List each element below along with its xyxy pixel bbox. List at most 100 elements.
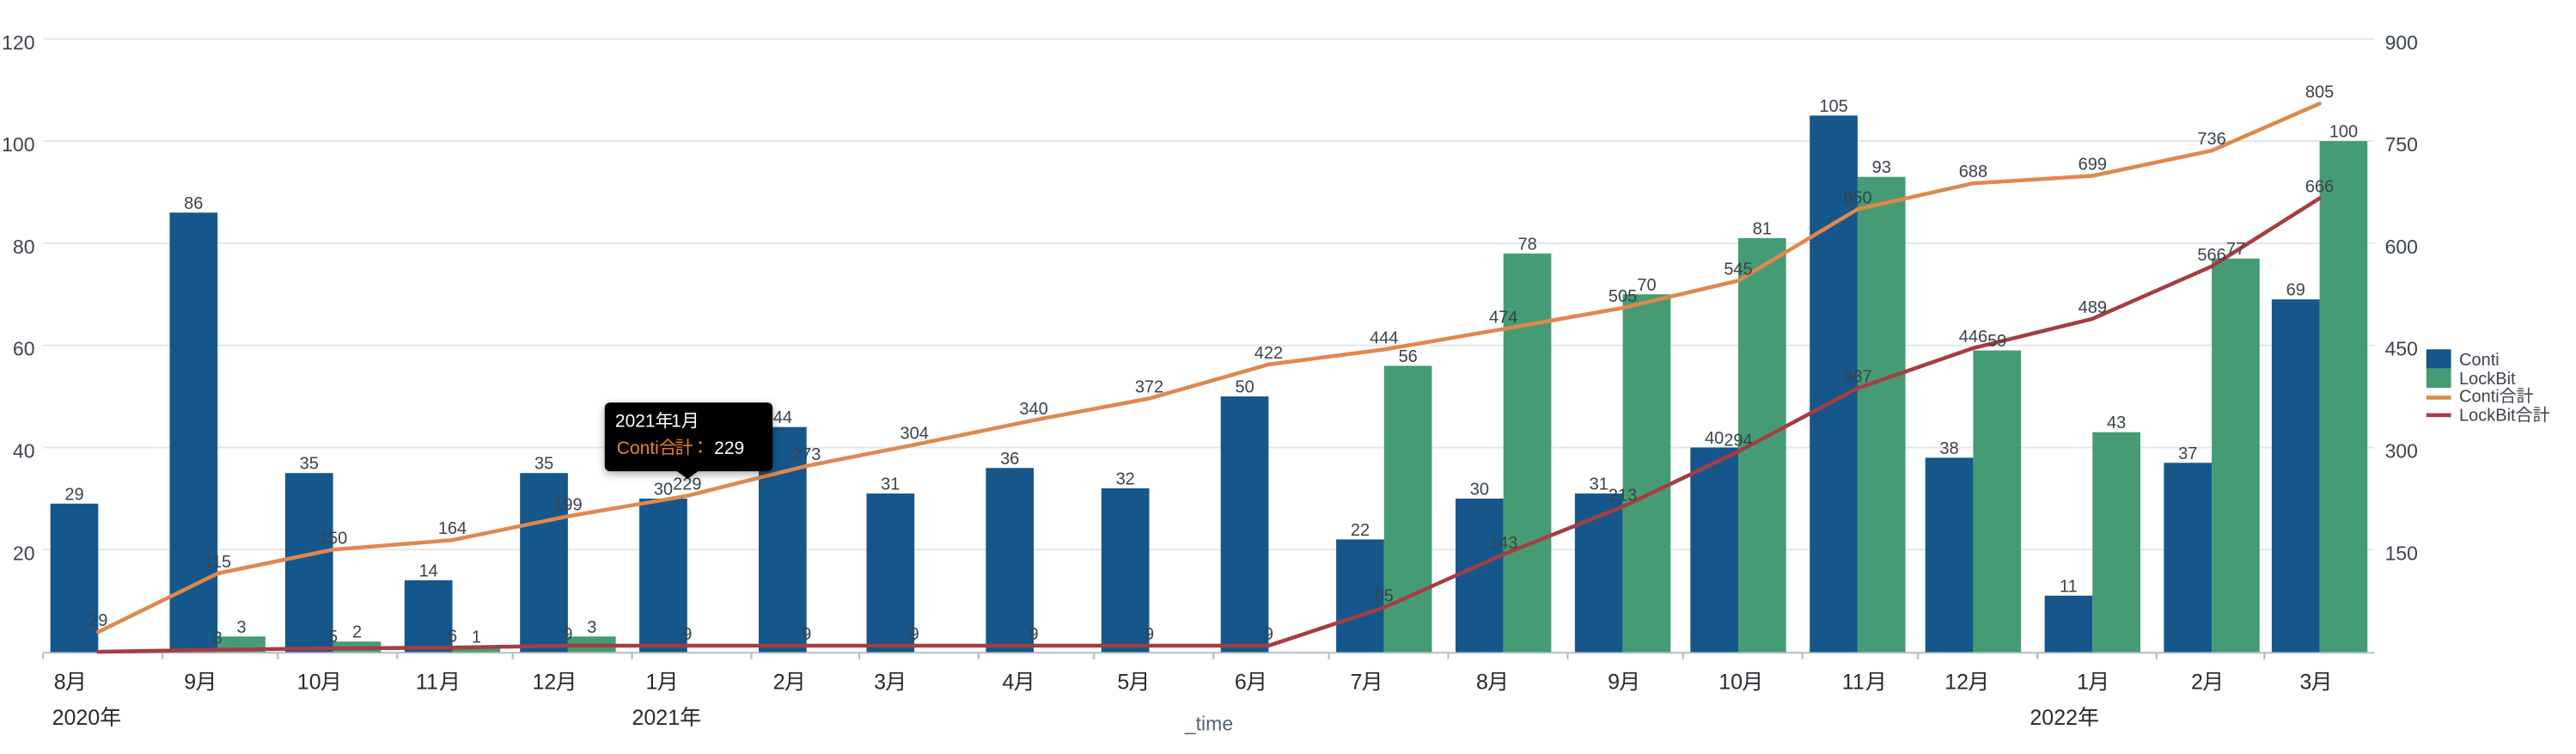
svg-text:56: 56 <box>1399 347 1418 366</box>
svg-text:32: 32 <box>1116 470 1135 489</box>
svg-text:2021: 2021 <box>632 706 681 730</box>
svg-text:105: 105 <box>1819 97 1847 116</box>
svg-text:229: 229 <box>673 475 701 494</box>
svg-text:9: 9 <box>910 625 919 644</box>
svg-text:LockBit: LockBit <box>2459 407 2516 426</box>
svg-text:2020: 2020 <box>52 706 101 730</box>
svg-text:666: 666 <box>2305 178 2334 197</box>
svg-text:44: 44 <box>773 408 792 427</box>
svg-text:294: 294 <box>1724 431 1752 450</box>
svg-text:9: 9 <box>1264 625 1273 644</box>
svg-text:2022: 2022 <box>2030 706 2078 730</box>
svg-text:11: 11 <box>1842 671 1865 695</box>
svg-text:22: 22 <box>1351 521 1370 540</box>
svg-text:2021: 2021 <box>615 412 656 432</box>
svg-text:30: 30 <box>1470 480 1489 499</box>
svg-text:31: 31 <box>1590 475 1608 494</box>
svg-text:9: 9 <box>1029 625 1039 644</box>
svg-text:1: 1 <box>671 412 681 432</box>
svg-text:8: 8 <box>1476 671 1488 695</box>
svg-text:9: 9 <box>184 671 196 695</box>
svg-text:43: 43 <box>2107 414 2126 432</box>
svg-text:3: 3 <box>587 618 596 637</box>
svg-text:5: 5 <box>1117 671 1129 695</box>
svg-text:8: 8 <box>54 671 66 695</box>
svg-text:40: 40 <box>1705 429 1724 448</box>
svg-text:7: 7 <box>1351 671 1363 695</box>
svg-text:35: 35 <box>300 455 319 474</box>
svg-text:9: 9 <box>1608 671 1620 695</box>
svg-text:6: 6 <box>1235 671 1247 695</box>
svg-text:93: 93 <box>1872 158 1891 177</box>
svg-text:304: 304 <box>900 424 929 443</box>
svg-text:81: 81 <box>1753 220 1772 239</box>
svg-text:900: 900 <box>2385 31 2418 53</box>
svg-text:444: 444 <box>1370 329 1398 348</box>
svg-text:Conti: Conti <box>2459 351 2500 370</box>
svg-text:100: 100 <box>2 133 34 156</box>
svg-text:_time: _time <box>1184 713 1233 735</box>
svg-text:736: 736 <box>2197 130 2225 149</box>
svg-text:340: 340 <box>1019 400 1047 419</box>
svg-text:300: 300 <box>2385 440 2418 463</box>
svg-text:100: 100 <box>2329 123 2358 142</box>
svg-text:9: 9 <box>1145 625 1154 644</box>
svg-text:Conti: Conti <box>617 438 659 458</box>
svg-text:4: 4 <box>1003 671 1015 695</box>
svg-text:50: 50 <box>1235 378 1254 397</box>
svg-text:115: 115 <box>204 553 231 572</box>
svg-text:805: 805 <box>2305 83 2334 102</box>
svg-text:60: 60 <box>13 338 35 360</box>
svg-text:80: 80 <box>13 236 35 258</box>
svg-text:59: 59 <box>1987 332 2006 351</box>
svg-text:14: 14 <box>419 561 438 580</box>
svg-text:450: 450 <box>2385 338 2418 360</box>
svg-text:6: 6 <box>448 627 457 646</box>
svg-text:Conti: Conti <box>2459 388 2500 407</box>
svg-text:29: 29 <box>64 485 83 504</box>
svg-text:120: 120 <box>2 31 34 53</box>
svg-text:3: 3 <box>213 629 223 648</box>
svg-text:3: 3 <box>236 618 246 637</box>
svg-text:474: 474 <box>1489 309 1517 328</box>
svg-text:9: 9 <box>802 625 811 644</box>
svg-text:164: 164 <box>438 519 467 538</box>
svg-text:2: 2 <box>773 671 785 695</box>
svg-text:12: 12 <box>1944 671 1969 695</box>
svg-text:3: 3 <box>874 671 886 695</box>
svg-text:1: 1 <box>472 628 481 647</box>
svg-text:1: 1 <box>2077 671 2089 695</box>
svg-text:545: 545 <box>1724 261 1752 279</box>
svg-text:40: 40 <box>13 440 35 463</box>
svg-text:143: 143 <box>1489 534 1517 553</box>
svg-text:229: 229 <box>714 438 744 458</box>
svg-text:69: 69 <box>2286 281 2305 300</box>
svg-text:78: 78 <box>1517 235 1536 254</box>
svg-text:70: 70 <box>1637 276 1656 295</box>
svg-text:273: 273 <box>792 445 821 464</box>
svg-text:31: 31 <box>881 475 900 494</box>
svg-text:1: 1 <box>646 671 658 695</box>
svg-text:213: 213 <box>1608 486 1637 505</box>
svg-text:422: 422 <box>1254 344 1283 363</box>
svg-text:489: 489 <box>2079 298 2107 317</box>
svg-text:10: 10 <box>297 671 321 695</box>
svg-text:10: 10 <box>1718 671 1743 695</box>
svg-text:30: 30 <box>654 480 673 499</box>
svg-text:600: 600 <box>2385 236 2418 258</box>
svg-text:77: 77 <box>2226 240 2245 259</box>
svg-text:699: 699 <box>2079 156 2107 175</box>
svg-text:36: 36 <box>1000 450 1019 469</box>
svg-text:LockBit: LockBit <box>2459 370 2516 389</box>
svg-text:2: 2 <box>352 623 362 642</box>
svg-text:20: 20 <box>13 542 35 564</box>
svg-text:38: 38 <box>1939 439 1958 458</box>
svg-text:150: 150 <box>2385 542 2418 564</box>
svg-text:688: 688 <box>1959 162 1987 181</box>
svg-text:65: 65 <box>1375 587 1394 606</box>
svg-text:3: 3 <box>2300 671 2312 695</box>
svg-text:2: 2 <box>2191 671 2203 695</box>
svg-text:35: 35 <box>534 455 553 474</box>
svg-text:86: 86 <box>184 194 203 213</box>
svg-text:9: 9 <box>682 625 692 644</box>
